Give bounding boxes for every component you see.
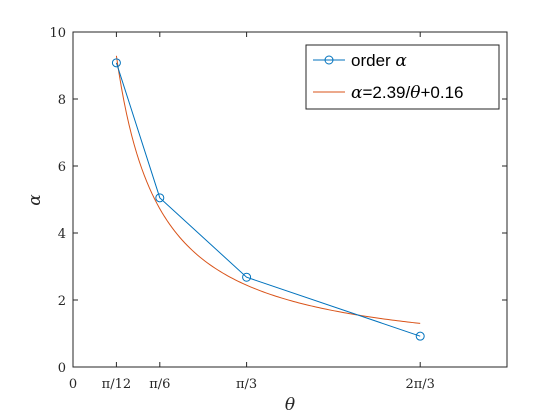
y-tick-label: 0 [58, 361, 66, 376]
legend-label-order-alpha: order α [351, 51, 407, 71]
legend-marker-order-alpha [324, 55, 334, 65]
x-tick-label: π/6 [149, 377, 170, 392]
order-alpha-point [415, 331, 425, 341]
x-tick-label: π/12 [102, 377, 131, 392]
y-tick-label: 6 [58, 160, 66, 175]
y-tick-label: 10 [49, 26, 66, 41]
legend-label-fit: α=2.39/θ+0.16 [351, 83, 464, 103]
order-alpha-point [242, 272, 252, 282]
order-alpha-point [111, 58, 121, 68]
x-tick-label: 2π/3 [405, 377, 434, 392]
y-tick-label: 8 [58, 93, 66, 108]
order-alpha-line [115, 62, 421, 337]
fit-curve-line [115, 55, 421, 324]
y-tick-label: 2 [58, 294, 66, 309]
y-tick-label: 4 [58, 227, 66, 242]
legend-box [305, 44, 500, 110]
x-axis-label: θ [285, 395, 295, 415]
x-tick-label: 0 [69, 377, 77, 392]
order-alpha-point [155, 193, 165, 203]
legend: order α α=2.39/θ+0.16 [305, 44, 500, 110]
axes-box [72, 31, 508, 368]
axis-ticks: 0 π/12 π/6 π/3 2π/3 0 2 4 6 8 10 [49, 26, 507, 392]
x-tick-label: π/3 [236, 377, 257, 392]
chart-marks [111, 55, 425, 341]
y-axis-label: α [25, 194, 45, 206]
